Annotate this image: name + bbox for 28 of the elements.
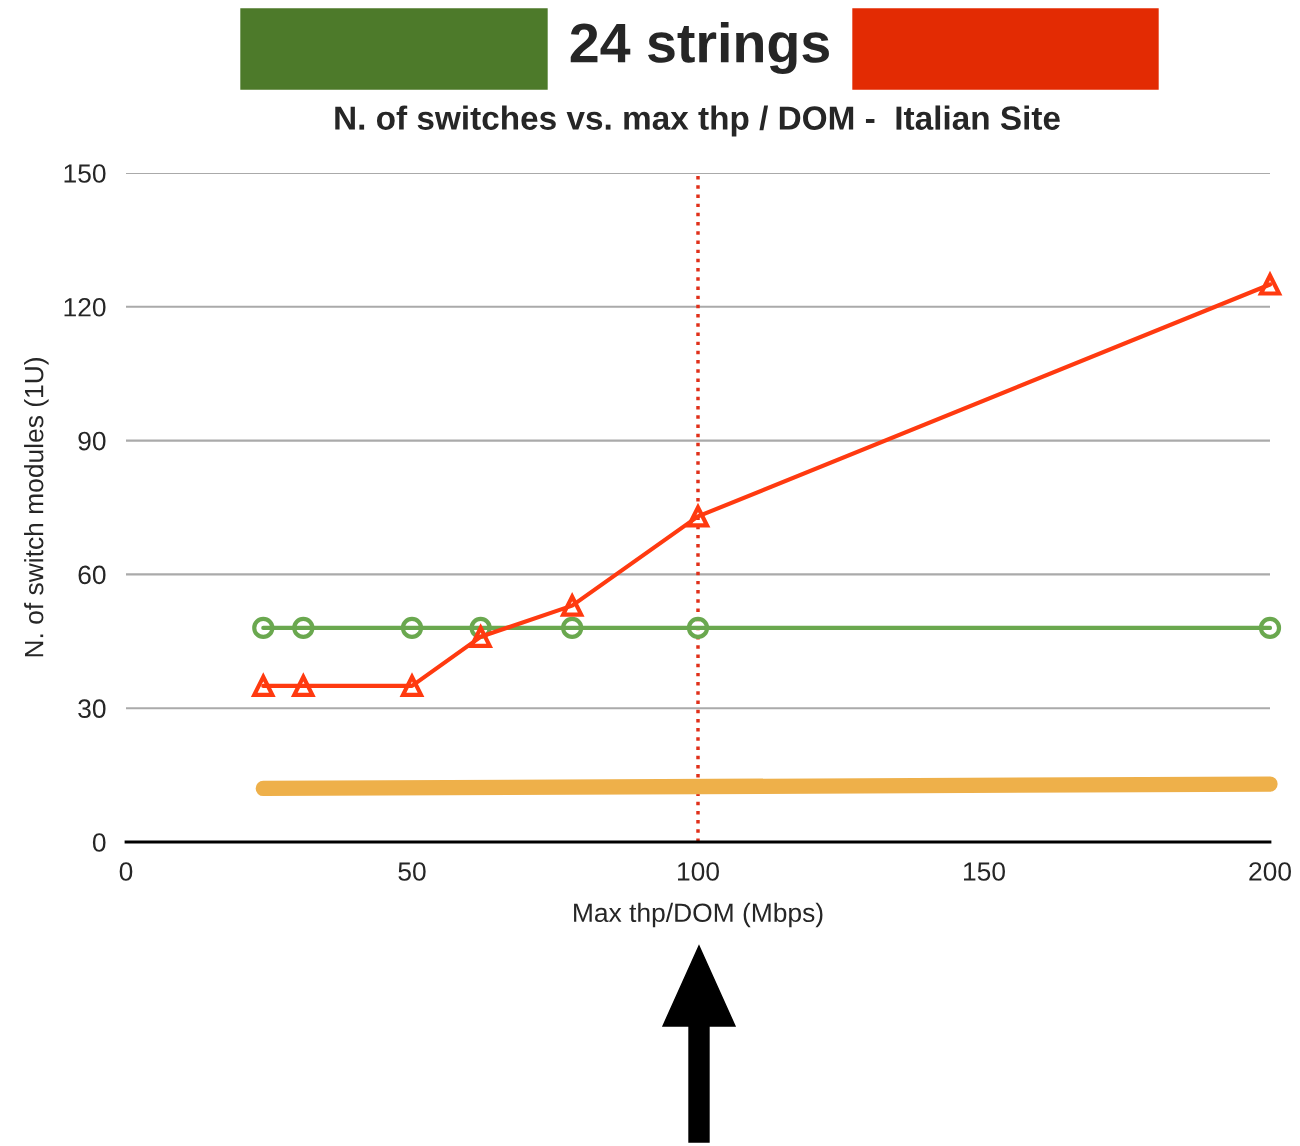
point <box>468 623 493 648</box>
point <box>291 672 316 698</box>
x-tick-label: 0 <box>119 862 133 881</box>
point <box>686 505 710 528</box>
point <box>559 592 585 617</box>
x-tick-label: 200 <box>1249 862 1291 881</box>
point <box>399 672 425 698</box>
y-tick-label: 0 <box>92 833 106 852</box>
y-tick-label: 120 <box>64 297 106 317</box>
point <box>400 616 424 640</box>
y-tick-label: 60 <box>78 565 106 585</box>
y-tick-label: 90 <box>78 431 106 451</box>
x-axis-title: Max thp/DOM (Mbps) <box>574 902 823 928</box>
point <box>1258 616 1282 640</box>
chart-title: 24 strings <box>570 21 829 75</box>
point <box>686 616 710 640</box>
point <box>251 672 276 698</box>
point <box>292 616 315 640</box>
y-tick-label: 150 <box>64 164 106 183</box>
point <box>252 616 275 640</box>
y-tick-label: 30 <box>78 699 106 719</box>
x-tick-label: 100 <box>678 862 719 881</box>
chart-subtitle: N. of switches vs. max thp / DOM - Italian Site <box>335 105 1060 137</box>
point <box>561 616 584 640</box>
x-tick-label: 50 <box>398 862 426 881</box>
point <box>1258 273 1282 296</box>
y-axis-title: N. of switch modules (1U) <box>24 358 49 657</box>
x-tick-label: 150 <box>964 862 1005 881</box>
